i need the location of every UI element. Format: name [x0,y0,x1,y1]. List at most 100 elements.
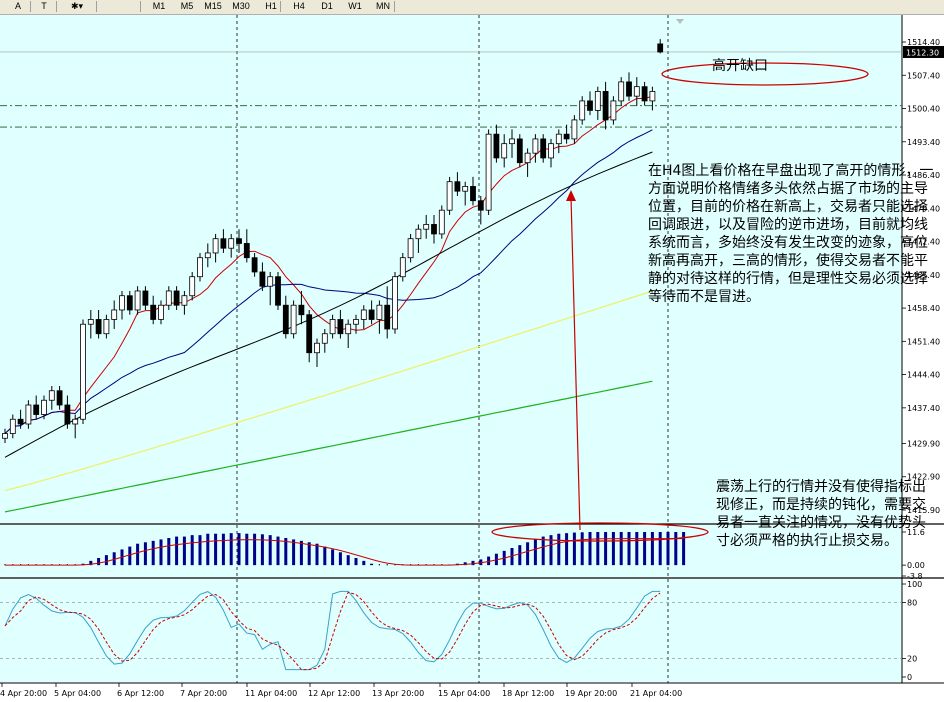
candle [189,271,196,301]
stochastic-tick-label: 80 [907,599,917,608]
candle [142,286,149,310]
histogram-bar [151,540,155,566]
candle [446,176,453,215]
toolbar-button-d1[interactable]: D1 [321,1,333,11]
candle [571,115,578,144]
candle [454,172,461,196]
candle [438,205,445,239]
toolbar-button-m1[interactable]: M1 [152,1,166,11]
candle [602,81,609,130]
toolbar-button-t[interactable]: T [41,1,47,11]
candle [228,233,235,258]
time-tick-label: 13 Apr 20:00 [372,689,424,698]
candle [33,395,40,420]
price-tick-label: 1458.40 [907,304,940,313]
histogram-bar [682,532,686,566]
candle [368,300,375,325]
histogram-bar [221,533,225,566]
stochastic-tick-label: 100 [907,580,922,589]
histogram-bar [292,539,296,566]
price-tick-label: 1415.90 [907,506,940,515]
histogram-bar [557,533,561,566]
histogram-bar [97,558,101,566]
histogram-bar [112,552,116,566]
histogram-bar [331,549,335,566]
candle [509,129,515,158]
histogram-bar [89,560,93,566]
histogram-bar [658,532,662,566]
candle [290,300,297,339]
price-tick-label: 1493.40 [907,138,940,147]
candle [329,314,336,339]
time-tick-label: 7 Apr 20:00 [180,689,227,698]
candle [321,328,328,353]
candle [423,214,430,239]
candle [2,428,8,444]
histogram-bar [533,539,537,566]
histogram-bar [479,559,483,566]
chart-shift-marker-icon[interactable] [676,19,684,24]
price-tick-label: 1429.90 [907,439,940,448]
toolbar-button-w1[interactable]: W1 [348,1,362,11]
candle [64,395,71,429]
histogram-bar [611,532,615,566]
histogram-tick-label: -3.8 [907,572,923,581]
stochastic-tick-label: 0 [907,673,912,682]
candle [236,229,242,253]
candle [610,96,617,125]
candle [17,409,24,429]
toolbar-button-m30[interactable]: M30 [232,1,250,11]
arrow-head-icon [566,190,576,201]
histogram-bar [346,555,350,566]
time-tick-label: 19 Apr 20:00 [565,689,617,698]
candle [626,72,632,101]
toolbar-button-a[interactable]: A [14,1,21,11]
histogram-bar [596,532,600,566]
candle [204,243,211,268]
toolbar-button-m5[interactable]: M5 [180,1,194,11]
toolbar-button-h4[interactable]: H4 [293,1,305,11]
price-tick-label: 1422.90 [907,473,940,482]
candle [415,224,422,253]
histogram-bar [471,560,475,566]
histogram-bar [588,532,592,566]
candle [477,195,484,225]
candle [407,233,414,263]
candle [48,385,55,410]
histogram-bar [674,532,678,566]
histogram-bar [518,545,522,566]
toolbar-button-mn[interactable]: MN [376,1,390,11]
candle [158,300,164,325]
candle [72,414,79,439]
line-tools-dropdown-icon[interactable]: ✱▾ [70,1,84,11]
price-tick-label: 1472.40 [907,238,940,247]
price-tick-label: 1465.40 [907,271,940,280]
histogram-bar [386,564,388,566]
histogram-bar [143,542,147,566]
candle [173,286,180,310]
histogram-bar [198,535,202,566]
candle [267,271,274,306]
histogram-bar [128,546,132,566]
candle [563,124,570,144]
candle [485,129,492,215]
candle [150,295,157,325]
time-tick-label: 21 Apr 04:00 [630,689,682,698]
candle [95,309,102,339]
candle [220,229,227,253]
price-axis-area [902,15,944,702]
toolbar-button-m15[interactable]: M15 [204,1,222,11]
histogram-bar [643,532,647,566]
candle [399,252,406,282]
histogram-bar [650,532,654,566]
candle [197,252,203,282]
toolbar-button-h1[interactable]: H1 [265,1,277,11]
price-tick-label: 1500.40 [907,105,940,114]
histogram-bar [635,532,639,566]
gap-annotation-text: 高开缺口 [712,58,768,74]
histogram-bar [378,564,380,566]
price-tick-label: 1507.40 [907,71,940,80]
price-panel [0,15,902,523]
price-tick-label: 1479.40 [907,204,940,213]
histogram-bar [549,535,553,566]
